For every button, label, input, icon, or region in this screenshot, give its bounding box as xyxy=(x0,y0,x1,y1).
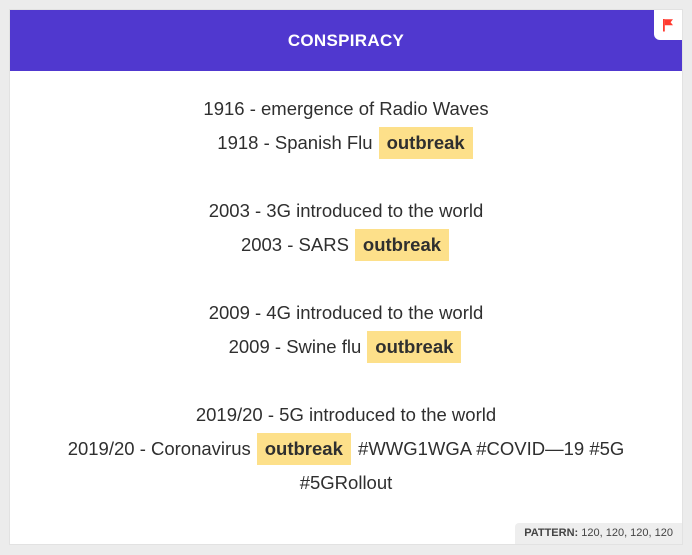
entry-line: 2003 - SARS outbreak xyxy=(10,228,682,262)
highlight-badge: outbreak xyxy=(378,127,473,159)
entry-line: 2003 - 3G introduced to the world xyxy=(208,200,484,221)
pattern-label: PATTERN: xyxy=(524,527,579,539)
entry-line: 1918 - Spanish Flu outbreak xyxy=(10,126,682,160)
entry-line: #5GRollout xyxy=(10,466,682,500)
entry-line: 2019/20 - Coronavirus outbreak #WWG1WGA #… xyxy=(10,432,682,466)
pattern-badge: PATTERN: 120, 120, 120, 120 xyxy=(515,523,682,544)
hashtags: #5GRollout xyxy=(299,472,393,493)
entry-line: 1916 - emergence of Radio Waves xyxy=(203,98,489,119)
pattern-value: 120, 120, 120, 120 xyxy=(581,527,673,539)
highlight-badge: outbreak xyxy=(367,331,462,363)
highlight-badge: outbreak xyxy=(256,433,351,465)
header-bar: CONSPIRACY xyxy=(10,10,682,71)
hashtags: #WWG1WGA #COVID—19 #5G xyxy=(358,438,625,459)
entry-line: 2009 - Swine flu outbreak xyxy=(10,330,682,364)
entry-line: 2009 - 4G introduced to the world xyxy=(208,302,484,323)
report-flag-button[interactable] xyxy=(654,10,682,40)
flag-icon xyxy=(663,19,673,32)
page-title: CONSPIRACY xyxy=(287,30,405,50)
content-body: 1916 - emergence of Radio Waves 1918 - S… xyxy=(10,92,682,500)
entry-line: 2019/20 - 5G introduced to the world xyxy=(195,404,497,425)
card: CONSPIRACY 1916 - emergence of Radio Wav… xyxy=(10,10,682,544)
highlight-badge: outbreak xyxy=(354,229,450,261)
